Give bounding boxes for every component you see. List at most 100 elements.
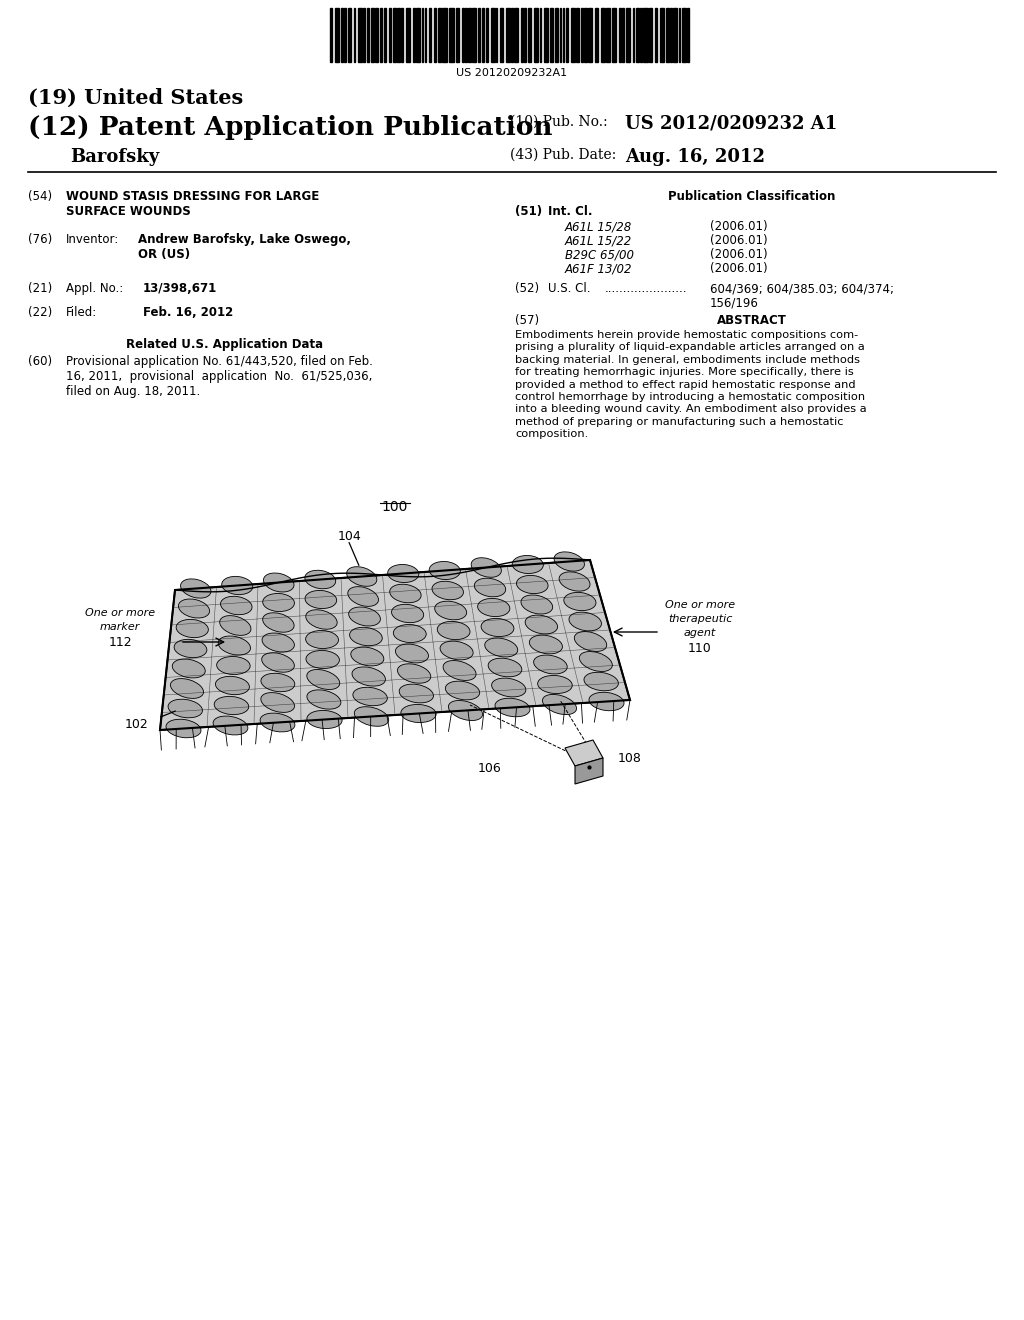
- Text: 106: 106: [478, 762, 502, 775]
- Text: Filed:: Filed:: [66, 306, 97, 319]
- Bar: [472, 8, 476, 62]
- Text: (2006.01): (2006.01): [710, 234, 768, 247]
- Ellipse shape: [262, 634, 294, 652]
- Ellipse shape: [263, 573, 294, 591]
- Bar: [595, 8, 598, 62]
- Polygon shape: [565, 741, 603, 766]
- Bar: [416, 8, 420, 62]
- Ellipse shape: [166, 719, 201, 738]
- Text: A61F 13/02: A61F 13/02: [565, 261, 633, 275]
- Bar: [486, 8, 487, 62]
- Ellipse shape: [393, 624, 426, 643]
- Text: US 20120209232A1: US 20120209232A1: [457, 69, 567, 78]
- Bar: [679, 8, 680, 62]
- Bar: [520, 8, 523, 62]
- Text: One or more: One or more: [665, 601, 735, 610]
- Bar: [478, 8, 480, 62]
- Bar: [429, 8, 431, 62]
- Bar: [490, 8, 495, 62]
- Ellipse shape: [395, 644, 428, 663]
- Text: 110: 110: [688, 642, 712, 655]
- Text: Related U.S. Application Data: Related U.S. Application Data: [126, 338, 324, 351]
- Ellipse shape: [484, 638, 518, 657]
- Ellipse shape: [263, 594, 295, 611]
- Bar: [555, 8, 558, 62]
- Bar: [577, 8, 579, 62]
- Ellipse shape: [347, 566, 377, 586]
- Bar: [413, 8, 415, 62]
- Bar: [671, 8, 673, 62]
- Bar: [524, 8, 526, 62]
- Ellipse shape: [260, 713, 295, 731]
- Text: (12) Patent Application Publication: (12) Patent Application Publication: [28, 115, 553, 140]
- Ellipse shape: [495, 698, 530, 717]
- Text: agent: agent: [684, 628, 716, 638]
- Ellipse shape: [306, 610, 337, 630]
- Ellipse shape: [180, 579, 211, 598]
- Bar: [585, 8, 587, 62]
- Bar: [659, 8, 665, 62]
- Bar: [527, 8, 531, 62]
- Ellipse shape: [305, 570, 336, 589]
- Ellipse shape: [349, 627, 382, 645]
- Bar: [384, 8, 386, 62]
- Bar: [330, 8, 333, 62]
- Bar: [392, 8, 396, 62]
- Text: Provisional application No. 61/443,520, filed on Feb.
16, 2011,  provisional  ap: Provisional application No. 61/443,520, …: [66, 355, 373, 399]
- Ellipse shape: [437, 622, 470, 640]
- Text: B29C 65/00: B29C 65/00: [565, 248, 634, 261]
- Text: 102: 102: [124, 718, 148, 731]
- Bar: [643, 8, 647, 62]
- Bar: [358, 8, 362, 62]
- Ellipse shape: [305, 590, 337, 609]
- Text: (19) United States: (19) United States: [28, 88, 244, 108]
- Text: Embodiments herein provide hemostatic compositions com-
prising a plurality of l: Embodiments herein provide hemostatic co…: [515, 330, 866, 440]
- Bar: [640, 8, 642, 62]
- Bar: [406, 8, 411, 62]
- FancyArrowPatch shape: [182, 638, 223, 645]
- Ellipse shape: [218, 636, 251, 655]
- Bar: [626, 8, 630, 62]
- Text: Feb. 16, 2012: Feb. 16, 2012: [143, 306, 233, 319]
- Ellipse shape: [543, 694, 577, 714]
- Bar: [433, 8, 436, 62]
- Bar: [550, 8, 553, 62]
- Ellipse shape: [306, 651, 339, 668]
- Bar: [482, 8, 483, 62]
- Ellipse shape: [222, 577, 253, 594]
- Ellipse shape: [176, 619, 208, 638]
- Text: (60): (60): [28, 355, 52, 368]
- Ellipse shape: [220, 597, 252, 615]
- Ellipse shape: [261, 673, 295, 692]
- Ellipse shape: [217, 656, 250, 675]
- Bar: [425, 8, 426, 62]
- Bar: [514, 8, 518, 62]
- Ellipse shape: [443, 660, 476, 680]
- Ellipse shape: [170, 678, 204, 698]
- Bar: [364, 8, 366, 62]
- Bar: [582, 8, 584, 62]
- Text: (54): (54): [28, 190, 52, 203]
- Ellipse shape: [348, 607, 380, 626]
- Bar: [649, 8, 652, 62]
- Ellipse shape: [168, 700, 203, 718]
- Text: Barofsky: Barofsky: [70, 148, 160, 166]
- Ellipse shape: [429, 561, 461, 579]
- Polygon shape: [575, 758, 603, 784]
- Text: Inventor:: Inventor:: [66, 234, 119, 246]
- Text: (76): (76): [28, 234, 52, 246]
- Ellipse shape: [263, 612, 294, 632]
- Bar: [465, 8, 467, 62]
- Ellipse shape: [435, 601, 467, 620]
- Text: therapeutic: therapeutic: [668, 614, 732, 624]
- Text: (57): (57): [515, 314, 539, 327]
- Ellipse shape: [440, 642, 473, 660]
- Bar: [562, 8, 564, 62]
- Bar: [687, 8, 689, 62]
- Ellipse shape: [481, 619, 514, 636]
- Text: WOUND STASIS DRESSING FOR LARGE
SURFACE WOUNDS: WOUND STASIS DRESSING FOR LARGE SURFACE …: [66, 190, 319, 218]
- Ellipse shape: [521, 595, 553, 614]
- Ellipse shape: [305, 631, 339, 648]
- Text: (2006.01): (2006.01): [710, 220, 768, 234]
- Ellipse shape: [397, 664, 431, 684]
